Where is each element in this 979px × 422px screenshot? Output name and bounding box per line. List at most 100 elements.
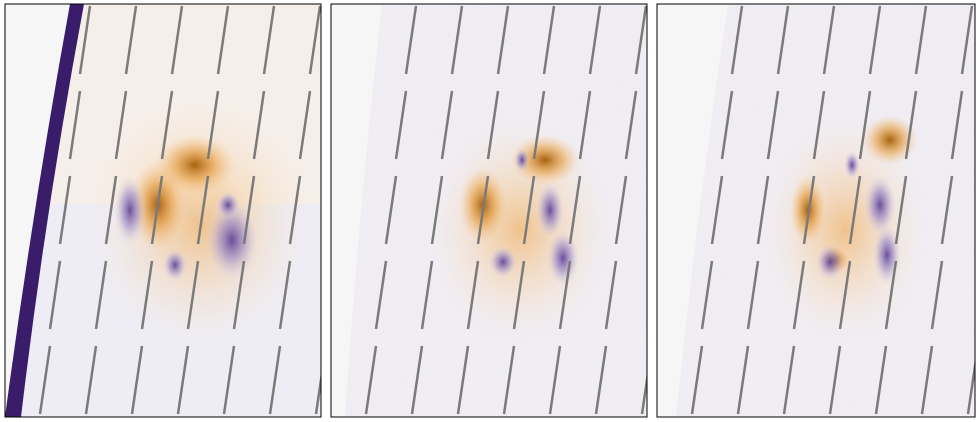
grid-segment	[950, 90, 964, 160]
grid-segment	[216, 5, 230, 75]
grid-segment	[848, 175, 862, 245]
off-disk	[657, 4, 728, 417]
grid-segment	[308, 5, 321, 75]
blob	[510, 135, 580, 185]
grid-segment	[298, 90, 312, 160]
grid-segment	[542, 5, 556, 75]
panel	[331, 4, 647, 417]
grid-segment	[176, 345, 190, 415]
grid-segment	[456, 345, 470, 415]
limb	[5, 4, 84, 417]
grid-segment	[640, 371, 647, 415]
grid-segment	[822, 5, 836, 75]
grid-segment	[94, 260, 108, 330]
grid-segment	[756, 175, 770, 245]
blob	[114, 175, 146, 245]
grid-segment	[186, 260, 200, 330]
blob	[547, 230, 579, 286]
grid-segment	[730, 5, 744, 75]
grid-segment	[78, 5, 92, 75]
grid-segment	[68, 90, 82, 160]
grid-segment	[450, 5, 464, 75]
grid-segment	[288, 175, 302, 245]
grid-segment	[930, 260, 944, 330]
grid-segment	[884, 260, 898, 330]
grid-segment	[532, 90, 546, 160]
grid-segment	[700, 260, 714, 330]
grid-segment	[48, 260, 62, 330]
blob	[489, 246, 517, 278]
grid-segment	[466, 260, 480, 330]
grid-segment	[222, 345, 236, 415]
grid-segment	[634, 5, 647, 75]
grid-segment	[150, 175, 164, 245]
panel-frame	[4, 3, 322, 418]
grid-segment	[604, 260, 618, 330]
grid-segment	[242, 175, 256, 245]
grid-segment	[58, 175, 72, 245]
grid-segment	[430, 175, 444, 245]
grid-segment	[410, 345, 424, 415]
grid-segment	[940, 175, 954, 245]
grid-segment	[746, 260, 760, 330]
grid-segment	[736, 345, 750, 415]
blob	[816, 244, 844, 280]
grid-segment	[124, 5, 138, 75]
grid-segment	[130, 345, 144, 415]
grid-segment	[502, 345, 516, 415]
grid-segment	[792, 260, 806, 330]
grid-segment	[904, 90, 918, 160]
grid-segment	[710, 175, 724, 245]
panels	[4, 3, 976, 418]
grid-segment	[894, 175, 908, 245]
blob	[155, 135, 235, 195]
grid-segment	[776, 5, 790, 75]
grid-segment	[140, 260, 154, 330]
grid-segment	[38, 345, 52, 415]
off-disk	[5, 4, 70, 417]
panel	[657, 4, 975, 417]
blob	[163, 249, 187, 281]
grid-segment	[252, 90, 266, 160]
grid-segment	[440, 90, 454, 160]
grid-segment	[486, 90, 500, 160]
grid-segment	[476, 175, 490, 245]
grid-segment	[920, 345, 934, 415]
grid-segment	[394, 90, 408, 160]
grid-segment	[232, 260, 246, 330]
grid-segment	[114, 90, 128, 160]
grid-segment	[858, 90, 872, 160]
grid-segment	[364, 345, 378, 415]
grid-segment	[782, 345, 796, 415]
off-disk	[331, 4, 382, 417]
grid-segment	[802, 175, 816, 245]
grid-segment	[420, 260, 434, 330]
grid-segment	[196, 175, 210, 245]
grid-segment	[104, 175, 118, 245]
grid-segment	[522, 175, 536, 245]
blob	[844, 151, 860, 179]
grid-segment	[812, 90, 826, 160]
panel-frame	[330, 3, 648, 418]
blob	[864, 175, 896, 235]
blob	[514, 148, 530, 172]
grid-segment	[594, 345, 608, 415]
grid-segment	[588, 5, 602, 75]
grid-segment	[170, 5, 184, 75]
grid-segment	[278, 260, 292, 330]
grid-segment	[720, 90, 734, 160]
grid-segment	[914, 5, 928, 75]
grid-segment	[960, 5, 974, 75]
grid-segment	[160, 90, 174, 160]
panel	[5, 4, 321, 417]
grid-segment	[828, 345, 842, 415]
grid-segment	[548, 345, 562, 415]
blob	[765, 120, 925, 340]
grid-segment	[966, 357, 975, 415]
grid-segment	[690, 345, 704, 415]
grid-segment	[512, 260, 526, 330]
grid-segment	[268, 345, 282, 415]
grid-segment	[838, 260, 852, 330]
blob	[206, 200, 258, 280]
